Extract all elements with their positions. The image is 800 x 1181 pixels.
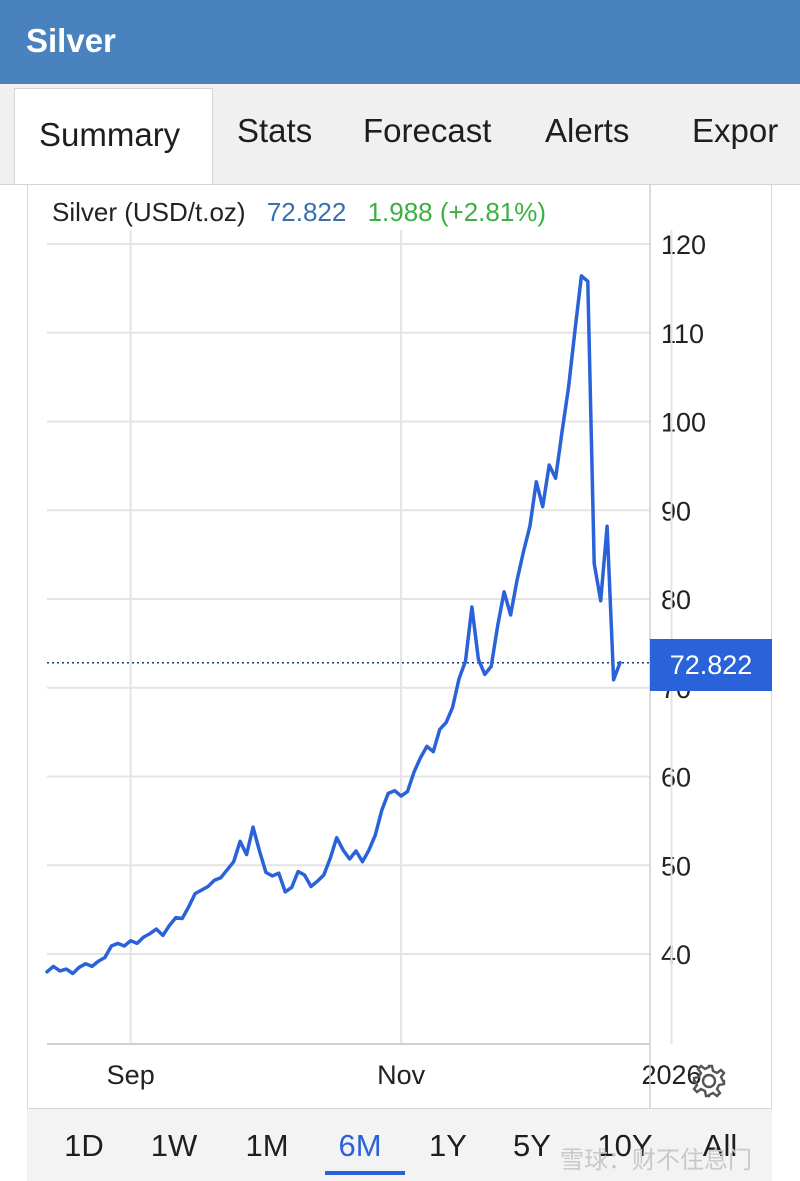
y-tick-label: 50: [661, 851, 691, 881]
price-series-line: [45, 274, 622, 976]
gear-icon[interactable]: [690, 1062, 728, 1100]
range-1y-button[interactable]: 1Y: [429, 1128, 467, 1163]
range-5y-button[interactable]: 5Y: [513, 1128, 551, 1163]
tab-forecast[interactable]: Forecast: [363, 112, 492, 149]
active-range-indicator: [325, 1171, 405, 1175]
range-1d-button[interactable]: 1D: [64, 1128, 104, 1163]
price-change: 1.988 (+2.81%): [367, 197, 547, 227]
y-tick-label: 110: [661, 319, 704, 349]
x-tick-label: Nov: [377, 1060, 426, 1090]
tab-bar: Summary Stats Forecast Alerts Expor: [0, 84, 800, 185]
watermark: 雪球：财不住息门: [560, 1147, 752, 1174]
range-6m-button[interactable]: 6M: [338, 1128, 382, 1163]
y-tick-label: 120: [661, 230, 706, 260]
range-selector: [27, 1108, 772, 1181]
x-tick-label: Sep: [107, 1060, 155, 1090]
y-tick-label: 60: [661, 763, 691, 793]
tab-summary[interactable]: Summary: [14, 88, 213, 184]
range-10y-button[interactable]: 10Y: [597, 1128, 653, 1163]
x-tick-label: 2026: [641, 1060, 701, 1090]
y-tick-label: 80: [661, 585, 691, 615]
app-header: Silver: [0, 0, 800, 84]
quote-header: Silver (USD/t.oz) 72.822 1.988 (+2.81%): [52, 197, 560, 228]
y-tick-label: 40: [661, 940, 691, 970]
app-title: Silver: [26, 22, 116, 59]
range-1w-button[interactable]: 1W: [150, 1128, 198, 1163]
instrument-name: Silver (USD/t.oz): [52, 197, 246, 227]
tab-stats[interactable]: Stats: [237, 112, 313, 149]
tab-alerts[interactable]: Alerts: [545, 112, 630, 149]
y-tick-label: 100: [661, 408, 706, 438]
range-all-button[interactable]: All: [702, 1128, 738, 1163]
tab-export[interactable]: Expor: [692, 112, 779, 149]
y-tick-label: 90: [661, 496, 691, 526]
range-1m-button[interactable]: 1M: [245, 1128, 289, 1163]
current-price-tag: 72.822: [650, 639, 772, 691]
last-price: 72.822: [266, 197, 347, 227]
